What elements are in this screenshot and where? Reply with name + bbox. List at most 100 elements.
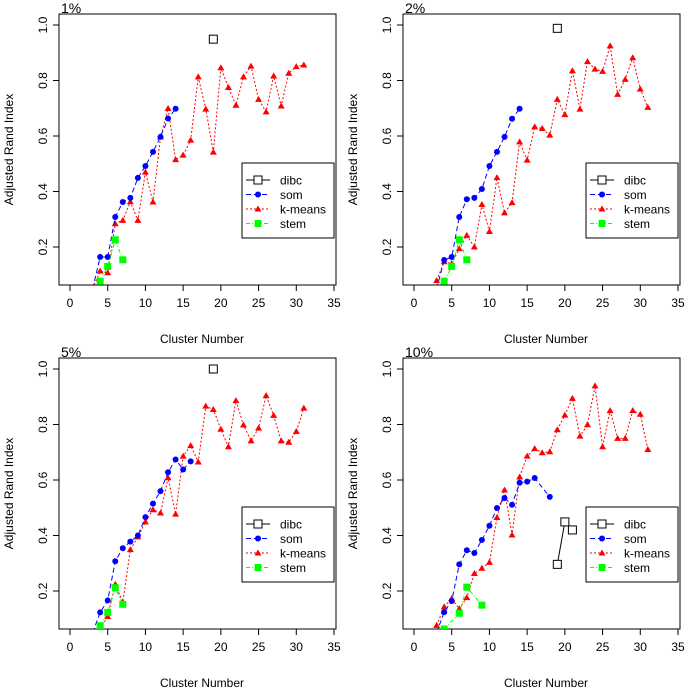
x-tick-label: 35	[671, 640, 685, 654]
series-line-stem	[99, 586, 124, 626]
legend-item-dibc: dibc	[246, 174, 302, 188]
data-point-k-means	[194, 73, 202, 80]
series-stem	[96, 584, 127, 629]
data-point-k-means	[470, 243, 478, 250]
data-point-k-means	[285, 438, 293, 445]
data-point-som	[524, 478, 531, 485]
data-point-som	[142, 514, 149, 521]
plot-frame	[402, 357, 681, 630]
chart-title: 10%	[405, 344, 433, 360]
data-point-k-means	[217, 425, 225, 432]
data-point-stem	[119, 256, 127, 264]
data-point-som	[127, 194, 134, 201]
x-tick-label: 25	[596, 296, 610, 310]
legend-marker-som	[255, 191, 261, 198]
data-point-som	[478, 536, 485, 543]
data-point-k-means	[126, 546, 134, 553]
x-tick-label: 15	[520, 640, 534, 654]
data-point-k-means	[583, 421, 591, 428]
y-tick-label: 0.8	[380, 416, 394, 433]
x-axis-label: Cluster Number	[504, 676, 588, 689]
x-tick-label: 25	[252, 640, 266, 654]
data-point-k-means	[485, 227, 493, 234]
data-point-k-means	[255, 424, 263, 431]
data-point-k-means	[501, 209, 509, 216]
y-tick-label: 0.2	[380, 582, 394, 599]
chart-title: 5%	[61, 344, 81, 360]
legend-label-stem: stem	[280, 561, 306, 575]
x-tick-label: 10	[139, 640, 153, 654]
x-tick-label: 20	[214, 296, 228, 310]
x-axis-label: Cluster Number	[160, 676, 244, 689]
data-point-k-means	[636, 85, 644, 92]
data-point-k-means	[239, 421, 247, 428]
legend-label-stem: stem	[280, 217, 306, 231]
y-axis-label: Adjusted Rand Index	[346, 438, 360, 549]
series-k-means	[97, 392, 308, 629]
data-point-k-means	[119, 216, 127, 223]
legend-marker-som	[255, 535, 261, 542]
data-point-som	[149, 500, 156, 507]
data-point-dibc	[552, 23, 562, 33]
data-point-k-means	[463, 594, 471, 601]
legend-item-som: som	[246, 188, 303, 202]
series-som	[437, 105, 523, 285]
data-point-som	[157, 488, 164, 495]
series-line-stem	[99, 238, 124, 282]
data-point-stem	[455, 236, 463, 244]
plot-area	[93, 364, 308, 629]
legend-label-dibc: dibc	[280, 174, 302, 188]
legend-marker-k-means	[598, 205, 606, 212]
series-line-som	[92, 108, 176, 285]
data-point-som	[165, 115, 172, 122]
data-point-som	[187, 458, 194, 465]
data-point-k-means	[470, 570, 478, 577]
data-point-k-means	[217, 64, 225, 71]
data-point-som	[463, 547, 470, 554]
data-point-k-means	[561, 111, 569, 118]
data-point-k-means	[277, 102, 285, 109]
data-point-k-means	[179, 151, 187, 158]
legend-label-som: som	[624, 188, 647, 202]
legend-label-stem: stem	[624, 561, 650, 575]
legend-label-k-means: k-means	[280, 203, 326, 217]
data-point-k-means	[433, 277, 441, 284]
data-point-k-means	[606, 42, 614, 49]
data-point-som	[119, 199, 126, 206]
data-point-som	[180, 466, 187, 473]
data-point-k-means	[568, 394, 576, 401]
data-point-k-means	[606, 407, 614, 414]
x-tick-label: 15	[520, 296, 534, 310]
series-k-means	[433, 382, 652, 628]
data-point-som	[112, 214, 119, 221]
data-point-stem	[119, 600, 127, 608]
data-point-k-means	[141, 518, 149, 525]
x-tick-label: 25	[596, 640, 610, 654]
data-point-k-means	[141, 168, 149, 175]
x-tick-label: 35	[671, 296, 685, 310]
y-tick-label: 0.8	[380, 72, 394, 89]
data-point-som	[546, 493, 553, 500]
data-point-k-means	[501, 486, 509, 493]
data-point-som	[165, 469, 172, 476]
data-point-k-means	[157, 509, 165, 516]
legend-item-stem: stem	[590, 217, 650, 231]
data-point-k-means	[134, 216, 142, 223]
data-point-k-means	[493, 513, 501, 520]
data-point-k-means	[270, 411, 278, 418]
data-point-k-means	[247, 437, 255, 444]
data-point-k-means	[224, 83, 232, 90]
data-point-som	[463, 196, 470, 203]
data-point-k-means	[599, 443, 607, 450]
data-point-som	[471, 194, 478, 201]
data-point-k-means	[224, 443, 232, 450]
data-point-k-means	[523, 452, 531, 459]
data-point-som	[104, 253, 111, 260]
data-point-som	[112, 558, 119, 565]
data-point-som	[441, 609, 448, 616]
data-point-k-means	[262, 108, 270, 115]
data-point-k-means	[96, 267, 104, 274]
